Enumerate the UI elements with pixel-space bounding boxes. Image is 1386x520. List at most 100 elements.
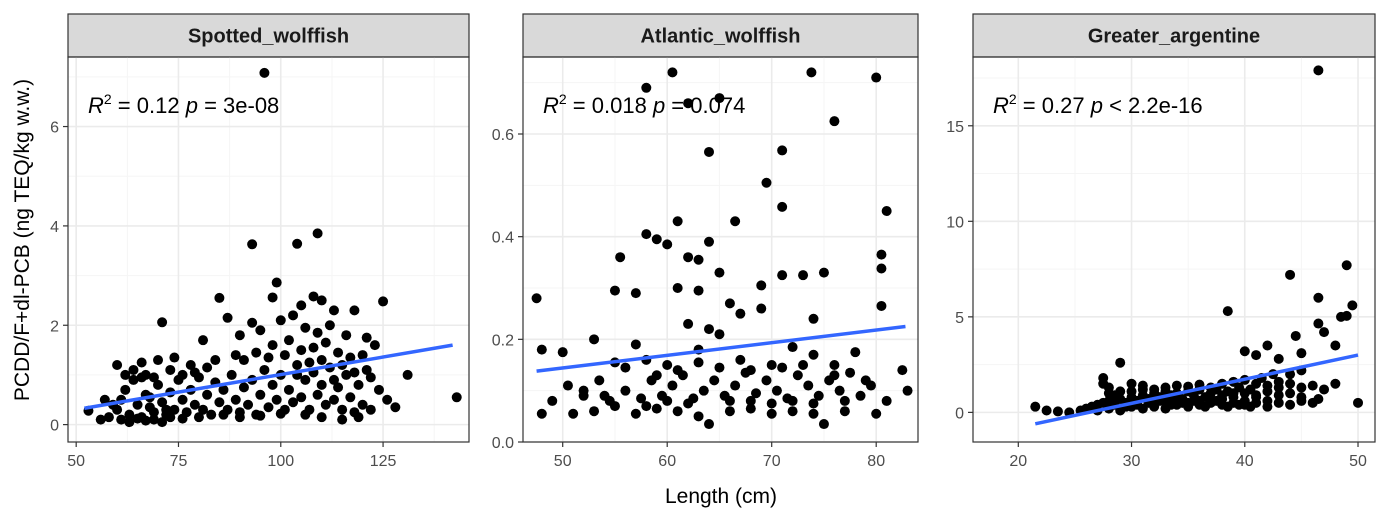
data-point (709, 375, 720, 386)
data-point (365, 404, 376, 415)
data-point (589, 334, 600, 345)
data-point (202, 362, 213, 373)
data-point (238, 355, 249, 366)
data-point (283, 384, 294, 395)
data-point (324, 320, 335, 331)
data-point (724, 298, 735, 309)
data-point (798, 270, 809, 281)
data-point (148, 407, 159, 418)
data-point (745, 395, 756, 406)
data-point (112, 360, 123, 370)
data-point (806, 67, 817, 78)
data-point (808, 398, 819, 409)
data-point (1200, 401, 1211, 412)
data-point (1137, 384, 1148, 395)
data-point (300, 374, 311, 385)
data-point (704, 146, 715, 157)
x-tick-label: 50 (554, 453, 572, 470)
data-point (1041, 405, 1052, 416)
data-point (177, 394, 188, 405)
data-point (153, 355, 164, 366)
data-point (345, 352, 356, 363)
data-point (609, 401, 620, 412)
y-tick-label: 0.4 (492, 230, 514, 247)
data-point (157, 397, 168, 408)
data-point (1245, 401, 1256, 412)
data-point (296, 300, 307, 311)
data-point (271, 394, 282, 405)
data-point (1296, 395, 1307, 406)
data-point (855, 390, 866, 401)
y-tick-label: 10 (946, 214, 964, 231)
data-point (341, 369, 352, 380)
data-point (881, 206, 892, 216)
data-point (850, 347, 861, 358)
data-point (536, 344, 547, 355)
data-point (247, 239, 258, 250)
data-point (1234, 399, 1245, 410)
data-point (1285, 399, 1296, 410)
data-point (704, 324, 715, 335)
data-point (136, 372, 147, 383)
data-point (402, 369, 413, 380)
data-point (1239, 346, 1250, 357)
data-point (320, 399, 331, 410)
data-point (177, 369, 188, 380)
data-point (263, 352, 274, 363)
data-point (189, 367, 200, 378)
data-point (761, 177, 772, 188)
annotation-r2-value: = 0.018 (567, 93, 653, 118)
data-point (267, 340, 278, 351)
data-point (116, 414, 127, 425)
data-point (1171, 380, 1182, 391)
data-point (1115, 357, 1126, 368)
x-tick-label: 100 (267, 453, 294, 470)
x-tick-label: 50 (1349, 453, 1367, 470)
y-tick-label: 0.2 (492, 332, 514, 349)
data-point (636, 393, 647, 404)
regression-line (536, 324, 906, 373)
data-point (349, 305, 360, 316)
data-point (1313, 394, 1324, 405)
data-point (263, 402, 274, 413)
y-tick-label: 15 (946, 119, 964, 136)
x-tick-label: 70 (763, 453, 781, 470)
facet-strip (67, 13, 470, 58)
data-point (214, 397, 225, 408)
data-point (845, 367, 856, 378)
data-point (792, 370, 803, 381)
data-point (756, 303, 767, 314)
regression-line (1034, 353, 1359, 426)
data-point (714, 362, 725, 373)
panel-border (67, 56, 470, 443)
data-point (1166, 399, 1177, 410)
data-point (333, 382, 344, 393)
data-point (798, 360, 809, 370)
data-point (672, 283, 683, 293)
data-point (876, 300, 887, 311)
data-point (599, 390, 610, 401)
data-point (1030, 401, 1041, 412)
annotation-r2-label: R (543, 93, 559, 118)
data-point (787, 406, 798, 417)
data-point (1262, 401, 1273, 412)
data-point (683, 398, 694, 409)
annotation-r2-label: R (88, 93, 104, 118)
data-point (1222, 306, 1233, 317)
data-point (300, 322, 311, 333)
data-point (751, 388, 762, 399)
data-point (808, 313, 819, 324)
data-point (357, 350, 368, 361)
data-point (714, 329, 725, 340)
fit-annotation: R2 = 0.018 p = 0.074 (543, 91, 745, 118)
data-point (777, 145, 788, 156)
data-point (189, 399, 200, 410)
annotation-r2-label: R (993, 93, 1009, 118)
data-point (316, 355, 327, 366)
grid (523, 57, 918, 443)
data-point (1319, 384, 1330, 395)
x-tick-label: 75 (170, 453, 188, 470)
data-point (766, 408, 777, 419)
data-point (704, 419, 715, 430)
data-point (1126, 378, 1137, 389)
